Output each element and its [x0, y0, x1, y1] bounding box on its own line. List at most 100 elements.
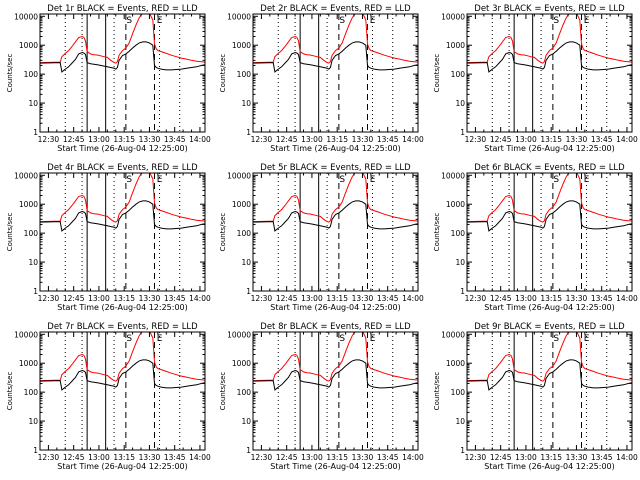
- x-tick-label: 13:00: [301, 294, 323, 303]
- y-axis-label: Counts/sec: [6, 372, 14, 411]
- marker-label-E: E: [584, 16, 590, 26]
- y-tick-label: 10: [455, 258, 465, 267]
- panel-title: Det 5r BLACK = Events, RED = LLD: [260, 163, 411, 173]
- plot-frame: [466, 331, 633, 451]
- y-tick-label: 10000: [227, 171, 251, 180]
- y-tick-label: 10: [241, 417, 251, 426]
- y-tick-label: 10: [241, 99, 251, 108]
- y-tick-label: 1000: [232, 41, 251, 50]
- x-tick-label: 13:45: [164, 453, 186, 462]
- series-line-events: [40, 359, 205, 391]
- x-tick-label: 12:45: [490, 453, 512, 462]
- marker-label-S: S: [553, 16, 559, 26]
- marker-label-E: E: [157, 334, 163, 344]
- panel-title: Det 8r BLACK = Events, RED = LLD: [260, 322, 411, 332]
- y-tick-label: 1000: [446, 41, 465, 50]
- marker-label-E: E: [370, 175, 376, 185]
- y-tick-label: 1000: [19, 200, 38, 209]
- x-tick-label: 12:30: [251, 135, 273, 144]
- panel-title: Det 7r BLACK = Events, RED = LLD: [47, 322, 198, 332]
- x-tick-label: 14:00: [189, 453, 211, 462]
- x-tick-label: 13:15: [113, 294, 135, 303]
- x-tick-label: 13:15: [113, 135, 135, 144]
- x-tick-label: 13:15: [540, 294, 562, 303]
- series-line-events: [253, 359, 418, 391]
- x-tick-label: 14:00: [616, 453, 638, 462]
- y-axis-label: Counts/sec: [219, 372, 227, 411]
- y-tick-label: 10000: [441, 12, 465, 21]
- y-tick-label: 1: [460, 128, 465, 137]
- y-tick-label: 10: [28, 99, 38, 108]
- x-axis-label: Start Time (26-Aug-04 12:25:00): [57, 462, 188, 471]
- x-tick-label: 14:00: [189, 294, 211, 303]
- y-axis-label: Counts/sec: [219, 213, 227, 252]
- marker-label-S: S: [553, 175, 559, 185]
- x-tick-label: 13:30: [139, 135, 161, 144]
- x-tick-label: 12:30: [38, 135, 60, 144]
- x-tick-label: 14:00: [616, 294, 638, 303]
- x-tick-label: 13:30: [352, 294, 374, 303]
- plot-frame: [252, 172, 419, 292]
- plot-frame: [39, 13, 206, 133]
- panel-title: Det 3r BLACK = Events, RED = LLD: [474, 4, 625, 14]
- series-line-lld: [40, 173, 205, 223]
- y-tick-label: 100: [451, 388, 466, 397]
- x-tick-label: 13:15: [540, 453, 562, 462]
- y-tick-label: 1: [246, 128, 251, 137]
- x-tick-label: 13:45: [591, 135, 613, 144]
- y-tick-label: 10000: [441, 171, 465, 180]
- x-tick-label: 13:45: [164, 135, 186, 144]
- panel-6: Det 6r BLACK = Events, RED = LLD S E 1 10 100…: [433, 163, 638, 312]
- y-tick-label: 10: [28, 417, 38, 426]
- series-group: [467, 332, 632, 391]
- x-tick-label: 12:30: [251, 294, 273, 303]
- series-line-events: [467, 359, 632, 391]
- y-tick-label: 100: [451, 70, 466, 79]
- x-tick-label: 12:30: [38, 453, 60, 462]
- marker-label-E: E: [157, 175, 163, 185]
- marker-label-S: S: [339, 334, 345, 344]
- x-tick-label: 13:00: [88, 135, 110, 144]
- x-tick-label: 13:30: [566, 453, 588, 462]
- y-axis-label: Counts/sec: [433, 54, 441, 93]
- x-tick-label: 13:45: [377, 135, 399, 144]
- series-line-events: [40, 41, 205, 73]
- x-tick-label: 12:45: [276, 135, 298, 144]
- x-axis-label: Start Time (26-Aug-04 12:25:00): [270, 303, 401, 312]
- marker-label-S: S: [339, 16, 345, 26]
- x-tick-label: 14:00: [402, 135, 424, 144]
- series-group: [253, 14, 418, 73]
- plot-frame: [252, 13, 419, 133]
- x-tick-label: 13:15: [326, 294, 348, 303]
- y-tick-label: 100: [237, 229, 252, 238]
- y-tick-label: 1000: [232, 359, 251, 368]
- panel-7: Det 7r BLACK = Events, RED = LLD S E 1 10 100…: [6, 322, 211, 471]
- x-tick-label: 13:30: [139, 294, 161, 303]
- y-tick-label: 10: [455, 417, 465, 426]
- panel-9: Det 9r BLACK = Events, RED = LLD S E 1 10 100…: [433, 322, 638, 471]
- y-tick-label: 100: [237, 388, 252, 397]
- x-tick-label: 13:30: [352, 135, 374, 144]
- series-line-lld: [253, 14, 418, 64]
- x-tick-label: 13:45: [591, 453, 613, 462]
- y-tick-label: 1: [33, 287, 38, 296]
- y-tick-label: 1: [246, 446, 251, 455]
- y-tick-label: 10000: [14, 12, 38, 21]
- y-tick-label: 100: [24, 388, 39, 397]
- x-tick-label: 13:00: [515, 453, 537, 462]
- x-tick-label: 14:00: [189, 135, 211, 144]
- marker-label-S: S: [126, 175, 132, 185]
- series-group: [467, 173, 632, 232]
- x-tick-label: 13:00: [88, 294, 110, 303]
- x-tick-label: 13:15: [326, 135, 348, 144]
- x-tick-label: 13:15: [326, 453, 348, 462]
- y-tick-label: 10: [455, 99, 465, 108]
- x-tick-label: 12:45: [276, 294, 298, 303]
- y-axis-label: Counts/sec: [219, 54, 227, 93]
- x-tick-label: 14:00: [402, 453, 424, 462]
- x-tick-label: 13:00: [301, 453, 323, 462]
- x-tick-label: 13:45: [377, 453, 399, 462]
- x-tick-label: 13:45: [591, 294, 613, 303]
- plot-frame: [466, 172, 633, 292]
